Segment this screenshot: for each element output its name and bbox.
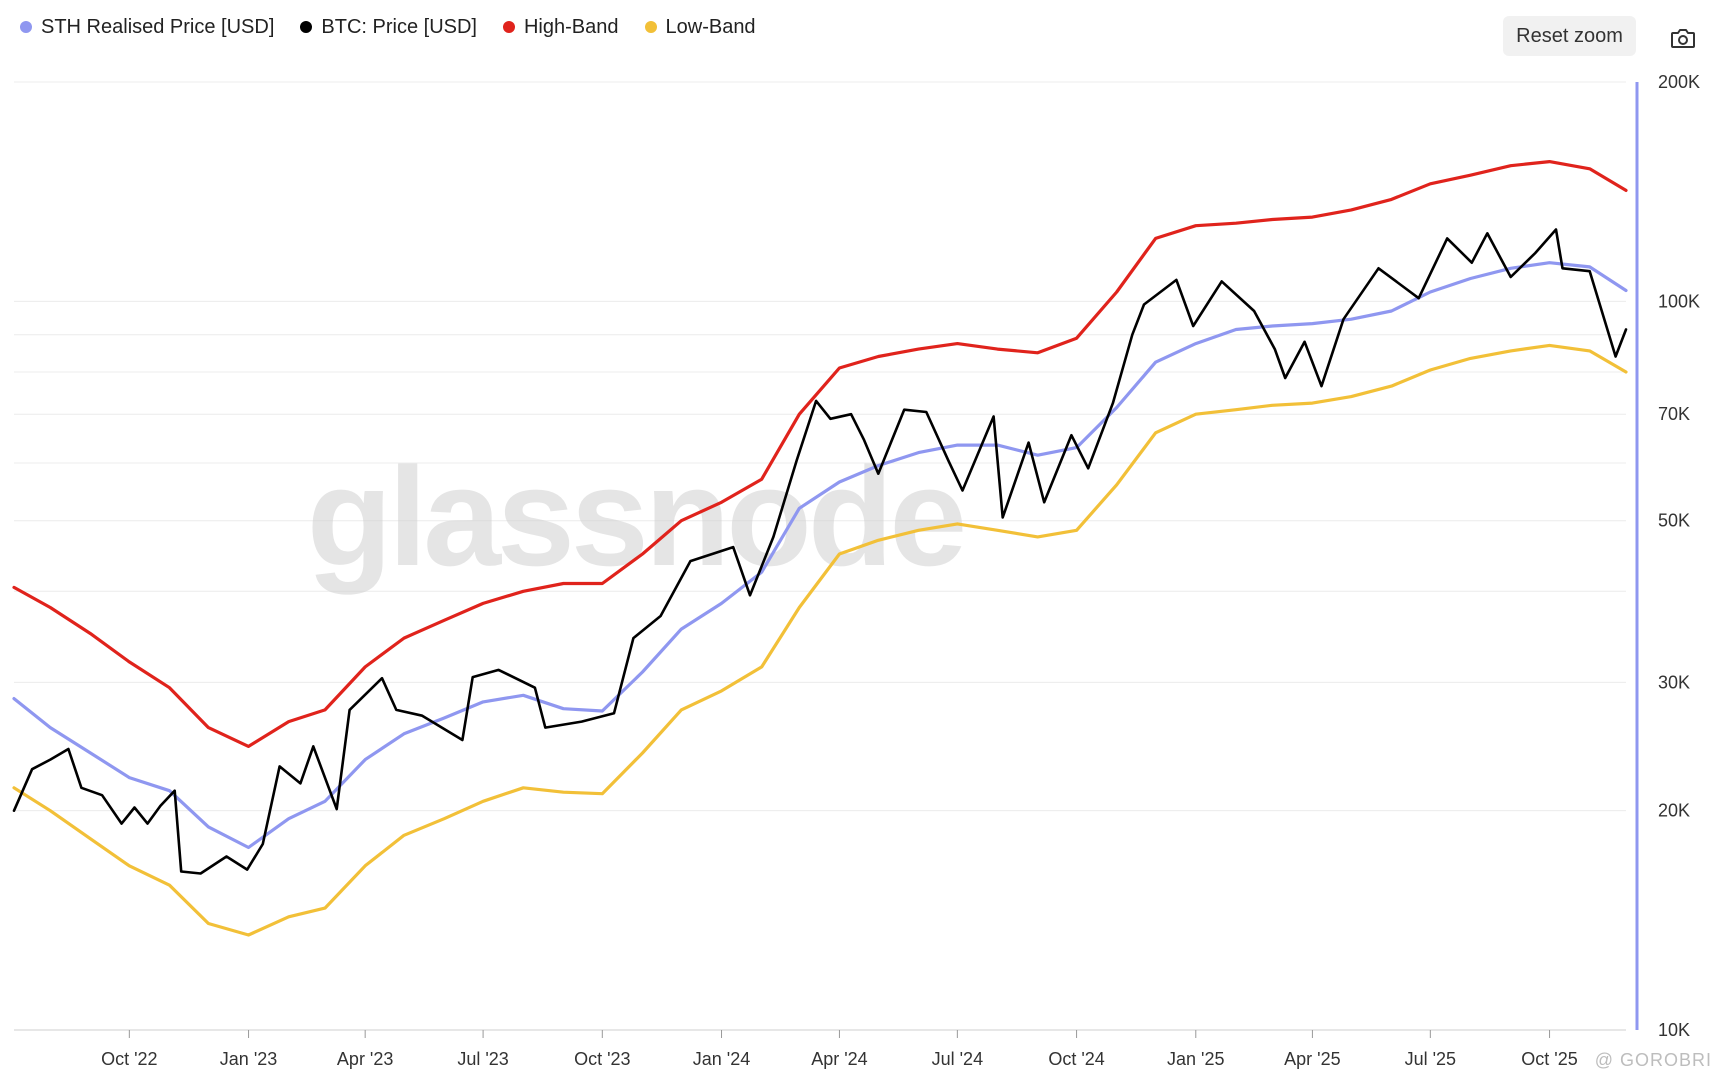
x-tick-label: Oct '23	[574, 1049, 630, 1069]
legend-item-sth[interactable]: STH Realised Price [USD]	[20, 16, 274, 39]
y-tick-label: 70K	[1658, 404, 1690, 424]
sth-realised-price-line	[12, 261, 1628, 850]
camera-button[interactable]	[1665, 20, 1701, 56]
high-band-line	[12, 160, 1628, 748]
legend-label-high: High-Band	[523, 15, 619, 38]
legend-label-btc: BTC: Price [USD]	[321, 15, 477, 38]
legend-item-btc[interactable]: BTC: Price [USD]	[300, 16, 477, 39]
x-tick-label: Jul '23	[457, 1049, 508, 1069]
chart-legend: STH Realised Price [USD] BTC: Price [USD…	[20, 14, 756, 40]
reset-zoom-button[interactable]: Reset zoom	[1503, 16, 1636, 56]
axis-layer: 200K 100K 70K 50K 30K 20K 10K Oct '22 Jan '23 Apr…	[14, 72, 1700, 1069]
legend-dot-btc	[300, 21, 313, 33]
x-tick-label: Apr '25	[1284, 1049, 1340, 1069]
y-tick-label: 30K	[1658, 672, 1690, 692]
x-tick-label: Jan '23	[220, 1049, 277, 1069]
x-tick-label: Jan '25	[1167, 1049, 1224, 1069]
watermark-logo: glassnode	[307, 438, 964, 595]
x-tick-label: Jan '24	[693, 1049, 750, 1069]
x-tick-label: Jul '25	[1405, 1049, 1456, 1069]
x-tick-label: Oct '25	[1521, 1049, 1577, 1069]
legend-dot-low	[644, 21, 657, 33]
y-tick-label: 50K	[1658, 511, 1690, 531]
x-tick-label: Oct '24	[1048, 1049, 1104, 1069]
low-band-line	[12, 343, 1628, 937]
btc-price-line	[12, 228, 1628, 875]
legend-dot-high	[502, 21, 515, 33]
legend-label-sth: STH Realised Price [USD]	[41, 15, 275, 38]
y-tick-label: 20K	[1658, 801, 1690, 821]
x-tick-label: Apr '24	[811, 1049, 867, 1069]
x-tick-label: Oct '22	[101, 1049, 157, 1069]
legend-item-low[interactable]: Low-Band	[644, 15, 756, 39]
camera-icon	[1671, 29, 1695, 48]
watermark-credit: @ GOROBRI	[1595, 1050, 1712, 1070]
legend-dot-sth	[20, 21, 32, 33]
x-tick-label: Jul '24	[932, 1049, 983, 1069]
legend-label-low: Low-Band	[665, 15, 756, 38]
y-tick-label: 100K	[1658, 291, 1700, 311]
y-tick-label: 200K	[1658, 72, 1700, 92]
series-layer	[12, 160, 1628, 937]
y-tick-label: 10K	[1658, 1020, 1690, 1040]
x-tick-label: Apr '23	[337, 1049, 393, 1069]
legend-item-high[interactable]: High-Band	[502, 15, 619, 39]
